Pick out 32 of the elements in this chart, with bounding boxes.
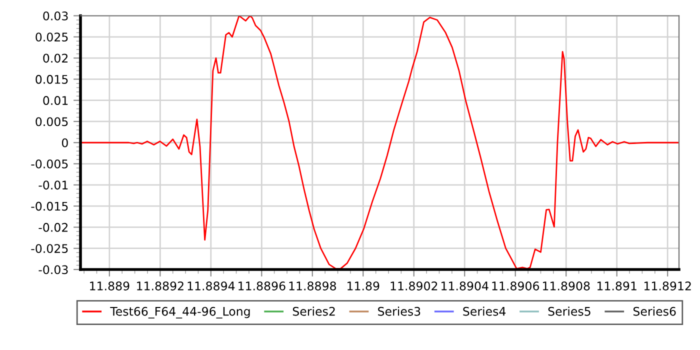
y-tick-label: 0.025 xyxy=(36,32,68,42)
x-tick-label: 11.8912 xyxy=(644,282,691,290)
x-tick-label: 11.8908 xyxy=(542,282,590,290)
x-tick-label: 11.89 xyxy=(348,282,380,290)
x-tick-label: 11.8902 xyxy=(390,282,438,290)
x-tick-label: 11.891 xyxy=(597,282,636,290)
y-tick-label: 0.01 xyxy=(43,96,68,105)
y-tick-label: -0.02 xyxy=(38,222,68,232)
y-tick-label: -0.01 xyxy=(38,180,68,190)
legend-label: Series3 xyxy=(378,306,420,316)
y-tick-label: 0 xyxy=(62,138,68,148)
x-tick-label: 11.8894 xyxy=(188,282,235,290)
legend-label: Series4 xyxy=(463,306,506,316)
legend-label: Series2 xyxy=(292,306,335,316)
legend-label: Series6 xyxy=(633,306,676,316)
y-tick-label: 0.02 xyxy=(43,54,68,63)
y-tick-label: 0.03 xyxy=(43,11,68,20)
y-tick-label: -0.005 xyxy=(31,159,68,168)
y-tick-label: 0.015 xyxy=(36,74,68,84)
legend-label: Test66_F64_44-96_Long xyxy=(110,306,250,318)
y-tick-label: -0.015 xyxy=(31,202,68,211)
y-tick-label: -0.025 xyxy=(31,244,68,254)
x-tick-label: 11.8906 xyxy=(492,282,540,290)
x-tick-label: 11.889 xyxy=(90,282,130,290)
x-tick-label: 11.8898 xyxy=(289,282,336,290)
x-tick-label: 11.8896 xyxy=(238,282,286,290)
x-tick-label: 11.8892 xyxy=(137,282,184,290)
y-tick-label: -0.03 xyxy=(38,265,68,274)
y-tick-label: 0.005 xyxy=(36,117,68,126)
line-series xyxy=(80,16,679,270)
legend-label: Series5 xyxy=(548,306,590,316)
x-tick-label: 11.8904 xyxy=(442,282,488,290)
